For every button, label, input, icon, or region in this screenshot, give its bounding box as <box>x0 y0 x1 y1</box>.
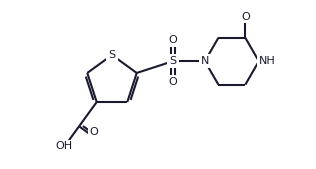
Text: OH: OH <box>55 141 72 151</box>
Text: S: S <box>169 56 176 66</box>
Text: O: O <box>168 77 177 87</box>
Text: S: S <box>108 50 116 60</box>
Text: O: O <box>168 35 177 45</box>
Text: N: N <box>201 56 209 66</box>
Text: O: O <box>89 127 98 137</box>
Text: O: O <box>241 12 250 22</box>
Text: NH: NH <box>258 56 275 66</box>
